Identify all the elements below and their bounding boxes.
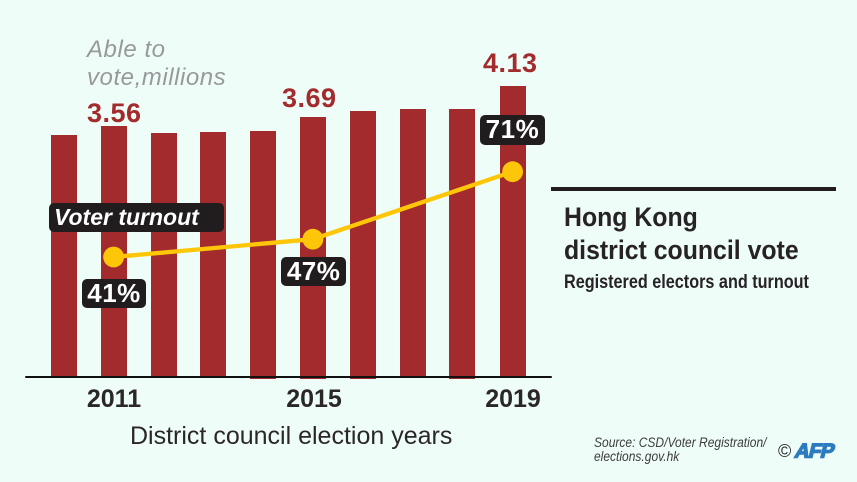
- svg-text:AFP: AFP: [793, 441, 837, 463]
